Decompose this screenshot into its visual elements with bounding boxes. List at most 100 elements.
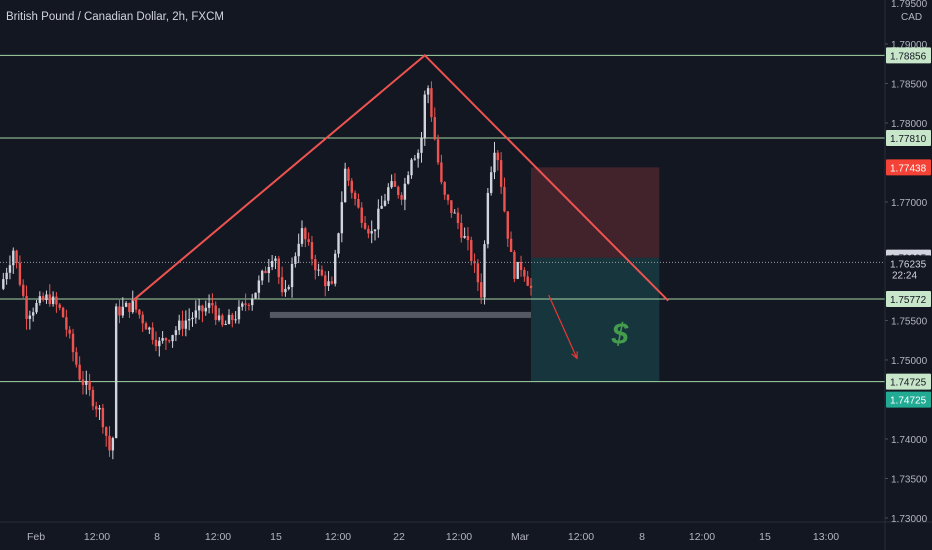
candle-body [134, 299, 138, 310]
candle-body [284, 288, 287, 293]
candle-body [277, 258, 280, 278]
candle-body [466, 235, 470, 241]
candle-body [420, 137, 423, 153]
price-tag-stop[interactable] [886, 159, 931, 176]
x-tick-label: 8 [639, 531, 645, 543]
x-tick-label: 12:00 [446, 531, 472, 543]
symbol-title[interactable]: British Pound / Canadian Dollar, 2h, FXC… [6, 11, 224, 23]
candle-body [35, 302, 38, 313]
support-zone-bar[interactable] [269, 311, 531, 318]
candle-body [446, 194, 450, 201]
candle-body [264, 270, 267, 274]
candle-body [217, 315, 221, 320]
candle-body [141, 314, 144, 324]
price-tag-level[interactable] [886, 129, 931, 146]
candle-body [58, 304, 61, 308]
candle-body [174, 330, 178, 336]
x-tick-label: 8 [154, 531, 160, 543]
candle-body [403, 183, 407, 200]
candle-body [397, 186, 400, 196]
candle-body [151, 327, 154, 340]
candle-body [506, 211, 509, 239]
y-tick-label: 1.79000 [891, 40, 928, 51]
candle-body [241, 303, 244, 307]
price-tag-target[interactable] [886, 391, 931, 408]
price-tag-level[interactable] [886, 290, 931, 307]
x-tick-label: 12:00 [84, 531, 110, 543]
x-tick-label: 12:00 [205, 531, 231, 543]
candle-body [251, 298, 254, 306]
candle-body [191, 317, 194, 320]
candle-body [138, 309, 141, 315]
candle-body [237, 306, 241, 320]
y-tick-label: 1.74000 [891, 435, 928, 446]
candle-body [95, 406, 98, 410]
price-tag-label: 1.77810 [890, 134, 927, 145]
countdown-label: 22:24 [892, 270, 917, 281]
candle-body [333, 253, 337, 284]
candle-body [503, 186, 506, 212]
candle-body [171, 335, 174, 342]
candle-body [523, 270, 526, 277]
dollar-annotation: $ [611, 318, 629, 351]
y-tick-label: 1.77000 [891, 198, 928, 209]
candle-body [456, 212, 460, 224]
candle-body [254, 292, 257, 299]
candle-body [8, 265, 12, 273]
price-tag-last[interactable] [886, 255, 931, 282]
candle-body [187, 319, 191, 321]
candle-body [460, 223, 463, 238]
price-tag-level[interactable] [886, 373, 931, 390]
candle-body [463, 235, 466, 238]
candle-body [423, 94, 426, 138]
candle-body [526, 276, 529, 286]
candle-body [357, 198, 360, 208]
price-tag-label: 1.74725 [890, 378, 927, 389]
candle-body [121, 306, 124, 316]
take-profit-zone[interactable] [531, 257, 660, 382]
annotation-arrow[interactable] [548, 294, 578, 359]
candle-body [204, 307, 207, 312]
candle-body [426, 88, 430, 95]
candle-body [347, 168, 350, 181]
candle-body [294, 256, 297, 264]
candle-body [244, 303, 247, 305]
candle-body [12, 250, 15, 266]
candle-body [327, 281, 330, 287]
candle-body [340, 202, 344, 234]
candle-body [28, 315, 32, 319]
candle-body [529, 285, 533, 288]
candle-body [443, 182, 446, 195]
candle-body [413, 158, 417, 160]
candle-body [310, 242, 314, 260]
candle-body [51, 296, 55, 305]
candle-body [353, 192, 357, 199]
candle-body [390, 181, 393, 188]
candle-body [290, 263, 294, 288]
triangle-trendline[interactable] [132, 53, 669, 302]
candle-body [181, 320, 184, 329]
candle-body [509, 238, 513, 253]
candle-body [98, 407, 101, 410]
candle-body [178, 320, 181, 331]
currency-label: CAD [901, 12, 922, 23]
stop-loss-zone[interactable] [531, 167, 660, 258]
candle-body [513, 252, 516, 279]
candle-body [363, 222, 367, 229]
candle-body [5, 272, 8, 280]
candle-body [164, 338, 168, 341]
candle-body [367, 228, 370, 234]
candle-body [128, 302, 131, 313]
y-tick-label: 1.73500 [891, 474, 928, 485]
x-tick-label: 12:00 [325, 531, 351, 543]
candle-body [154, 339, 158, 347]
candle-body [433, 117, 436, 140]
price-tag-level[interactable] [886, 47, 931, 64]
candle-body [15, 250, 18, 263]
candle-body [430, 88, 433, 118]
candle-body [493, 152, 496, 173]
candle-body [214, 305, 217, 320]
candle-body [131, 299, 134, 313]
candle-body [234, 319, 237, 321]
